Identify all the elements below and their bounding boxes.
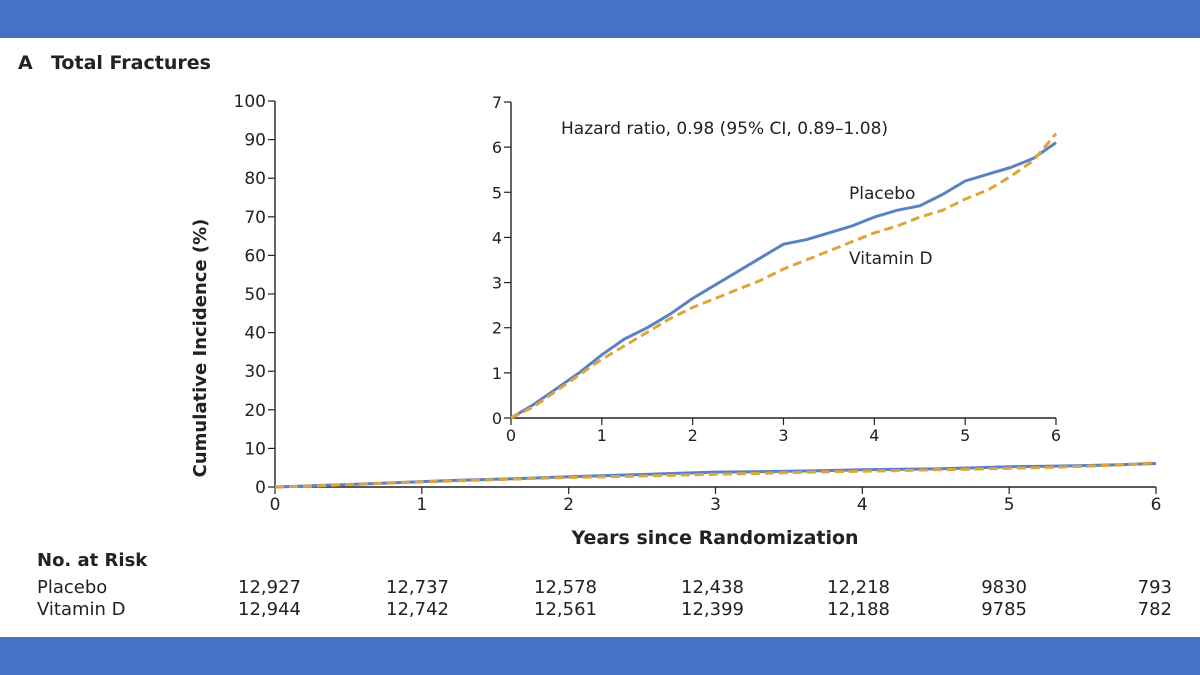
risk-cell: 12,737 <box>386 577 449 598</box>
risk-cell: 793 <box>1137 577 1172 598</box>
risk-cell: 12,927 <box>238 577 301 598</box>
y-tick-label: 100 <box>234 92 266 112</box>
y-tick-label: 5 <box>492 183 502 202</box>
risk-table-title: No. at Risk <box>37 550 148 571</box>
vitamin-d-series-label: Vitamin D <box>849 249 933 269</box>
y-tick-label: 40 <box>244 324 266 344</box>
y-tick-label: 80 <box>244 169 266 189</box>
risk-cell: 12,188 <box>827 599 890 620</box>
x-tick-label: 5 <box>960 426 970 445</box>
y-tick-label: 70 <box>244 208 266 228</box>
y-tick-label: 50 <box>244 285 266 305</box>
figure-panel: A Total Fractures 0 1 2 3 4 5 6 0 10 20 30 40 50 60 70… <box>0 38 1200 637</box>
x-tick-label: 0 <box>270 495 281 515</box>
risk-cell: 9785 <box>981 599 1027 620</box>
x-tick-label: 4 <box>857 495 868 515</box>
risk-row-label: Vitamin D <box>37 599 126 620</box>
x-tick-label: 6 <box>1151 495 1162 515</box>
y-tick-label: 2 <box>492 319 502 338</box>
hazard-ratio-annotation: Hazard ratio, 0.98 (95% CI, 0.89–1.08) <box>561 119 888 139</box>
risk-cell: 12,561 <box>534 599 597 620</box>
risk-cell: 12,218 <box>827 577 890 598</box>
y-tick-label: 90 <box>244 131 266 151</box>
y-tick-label: 6 <box>492 138 502 157</box>
panel-title: Total Fractures <box>51 52 211 74</box>
risk-row-label: Placebo <box>37 577 108 598</box>
y-tick-label: 20 <box>244 401 266 421</box>
inset-axes: 0 1 2 3 4 5 6 0 1 2 3 4 5 6 7 <box>492 93 1061 445</box>
x-tick-label: 6 <box>1051 426 1061 445</box>
x-tick-label: 5 <box>1004 495 1015 515</box>
panel-letter: A <box>18 52 33 74</box>
x-tick-label: 3 <box>710 495 721 515</box>
x-tick-label: 0 <box>506 426 516 445</box>
vitamin-d-line <box>274 461 1157 489</box>
y-tick-label: 1 <box>492 364 502 383</box>
x-tick-label: 2 <box>563 495 574 515</box>
y-tick-label: 0 <box>255 478 266 498</box>
y-tick-label: 7 <box>492 93 502 112</box>
risk-cell: 12,742 <box>386 599 449 620</box>
inset-series-lines <box>510 132 1058 420</box>
x-tick-label: 1 <box>597 426 607 445</box>
y-axis-label: Cumulative Incidence (%) <box>190 219 211 478</box>
main-series-lines <box>274 461 1157 489</box>
risk-cell: 12,578 <box>534 577 597 598</box>
placebo-line-inset <box>510 141 1057 420</box>
risk-cell: 12,438 <box>681 577 744 598</box>
risk-cell: 782 <box>1137 599 1172 620</box>
placebo-series-label: Placebo <box>849 184 915 204</box>
y-tick-label: 60 <box>244 246 266 266</box>
x-tick-label: 1 <box>416 495 427 515</box>
risk-cell: 12,399 <box>681 599 744 620</box>
y-tick-label: 4 <box>492 228 502 247</box>
x-tick-label: 2 <box>688 426 698 445</box>
y-tick-label: 0 <box>492 409 502 428</box>
x-tick-label: 3 <box>778 426 788 445</box>
risk-cell: 9830 <box>981 577 1027 598</box>
x-tick-label: 4 <box>869 426 879 445</box>
y-tick-label: 30 <box>244 362 266 382</box>
risk-cell: 12,944 <box>238 599 301 620</box>
vitamin-d-line-inset <box>510 132 1058 420</box>
x-axis-label: Years since Randomization <box>570 527 858 549</box>
y-tick-label: 10 <box>244 439 266 459</box>
chart: A Total Fractures 0 1 2 3 4 5 6010203040506070… <box>18 52 1162 549</box>
y-tick-label: 3 <box>492 274 502 293</box>
